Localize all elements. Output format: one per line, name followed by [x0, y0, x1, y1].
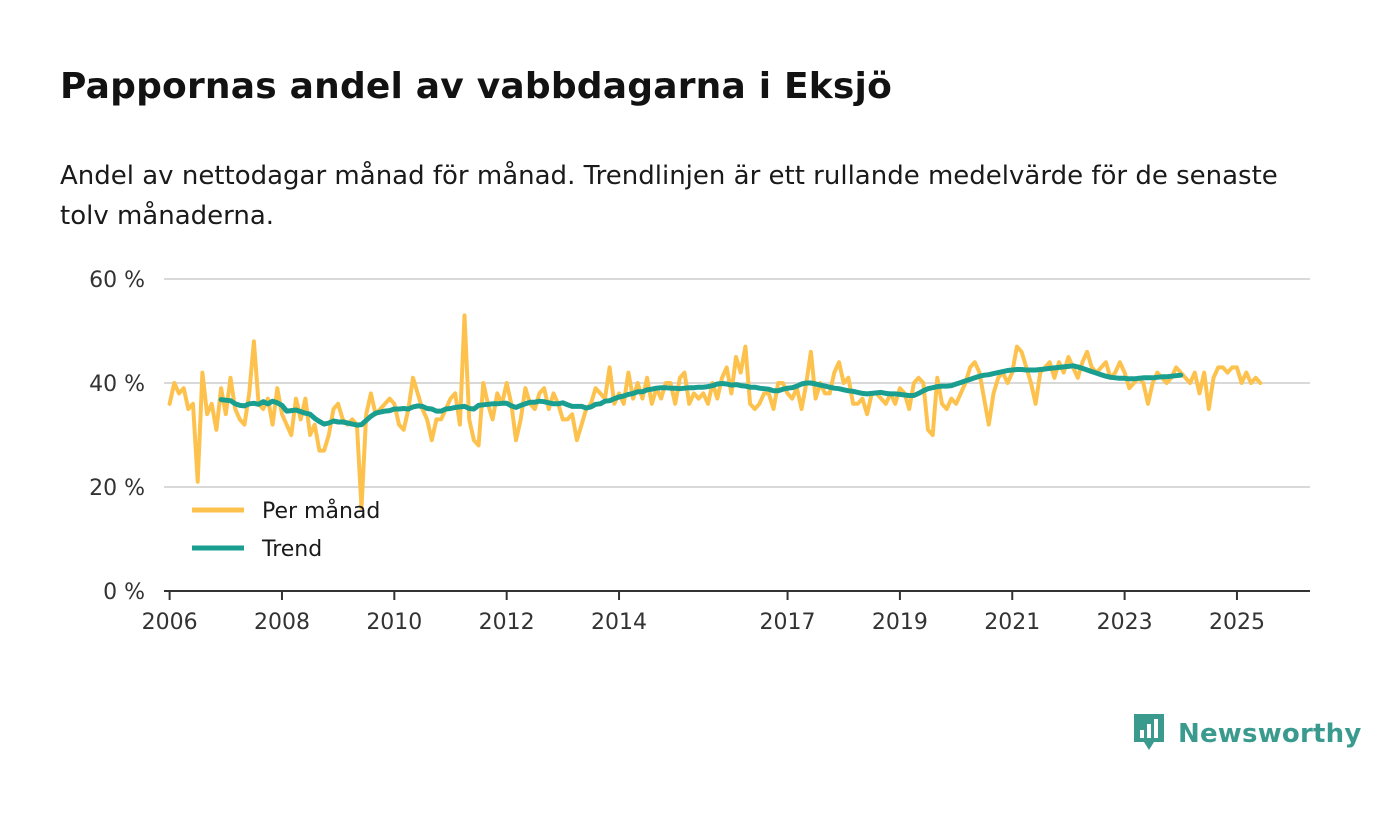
chart-title: Pappornas andel av vabbdagarna i Eksjö	[60, 66, 893, 107]
series-line-monthly	[167, 313, 1263, 510]
x-tick-label: 2008	[254, 610, 310, 635]
legend-label-monthly: Per månad	[262, 498, 380, 524]
legend-item-monthly: Per månad	[192, 498, 380, 524]
legend-item-trend: Trend	[192, 537, 322, 562]
series-lines	[167, 313, 1263, 510]
newsworthy-brand-name: Newsworthy	[1178, 719, 1362, 749]
y-tick-label: 20 %	[89, 476, 145, 501]
x-tick-label: 2023	[1097, 610, 1153, 635]
legend: Per månad Trend	[192, 498, 380, 562]
x-tick-label: 2012	[479, 610, 535, 635]
x-tick-label: 2019	[872, 610, 928, 635]
y-tick-label: 0 %	[103, 580, 145, 605]
x-tick-label: 2021	[984, 610, 1040, 635]
x-tick-label: 2010	[366, 610, 422, 635]
x-tick-label: 2014	[591, 610, 647, 635]
newsworthy-logo-icon	[1132, 712, 1166, 756]
newsworthy-brand: Newsworthy	[1132, 712, 1361, 756]
x-tick-label: 2025	[1209, 610, 1265, 635]
y-tick-label: 40 %	[89, 372, 145, 397]
x-tick-label: 2006	[142, 610, 198, 635]
chart-subtitle: Andel av nettodagar månad för månad. Tre…	[60, 161, 1278, 231]
legend-label-trend: Trend	[261, 537, 322, 562]
y-axis-ticks: 0 % 20 % 40 % 60 %	[89, 268, 145, 605]
series-line-trend	[218, 363, 1184, 428]
x-axis-ticks: 2006 2008 2010 2012 2014 2017 2019 2021 2023 2025	[142, 591, 1265, 635]
y-tick-label: 60 %	[89, 268, 145, 293]
x-tick-label: 2017	[760, 610, 816, 635]
